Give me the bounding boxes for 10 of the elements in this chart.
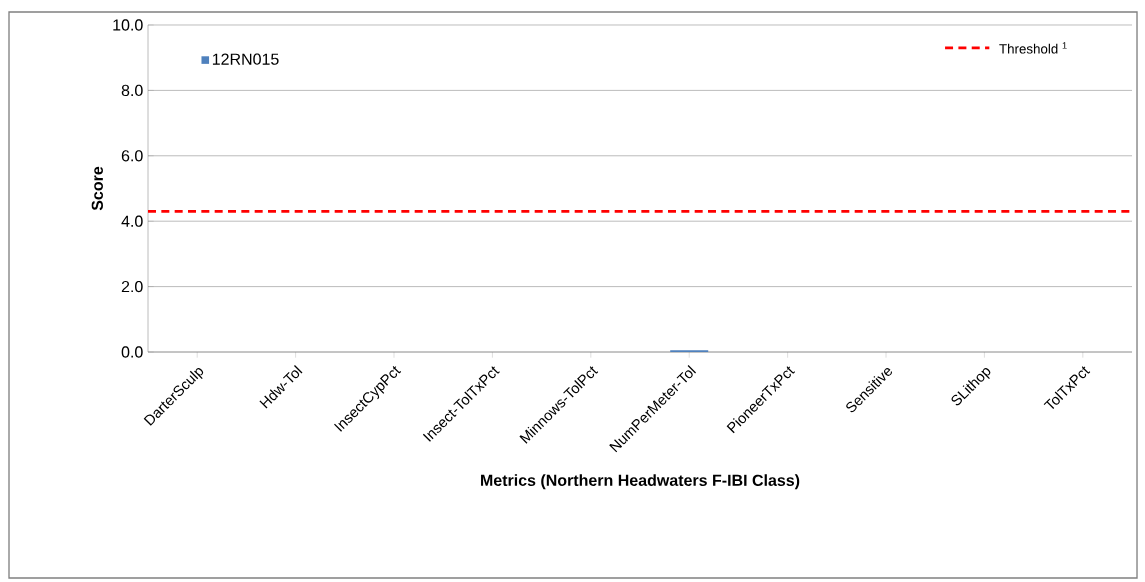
- y-tick-label: 10.0: [113, 19, 143, 31]
- x-axis-title: Metrics (Northern Headwaters F-IBI Class): [481, 474, 800, 490]
- y-tick-label: 6.0: [121, 150, 143, 162]
- y-tick-label: 4.0: [121, 215, 143, 227]
- legend-label: 12RN015: [212, 53, 279, 65]
- y-tick-label: 0.0: [121, 346, 143, 358]
- legend-label: Threshold $^{1}$: [999, 42, 1067, 54]
- y-axis-title: Score: [91, 166, 103, 211]
- y-tick-label: 2.0: [121, 280, 143, 293]
- y-tick-label: 8.0: [121, 84, 143, 97]
